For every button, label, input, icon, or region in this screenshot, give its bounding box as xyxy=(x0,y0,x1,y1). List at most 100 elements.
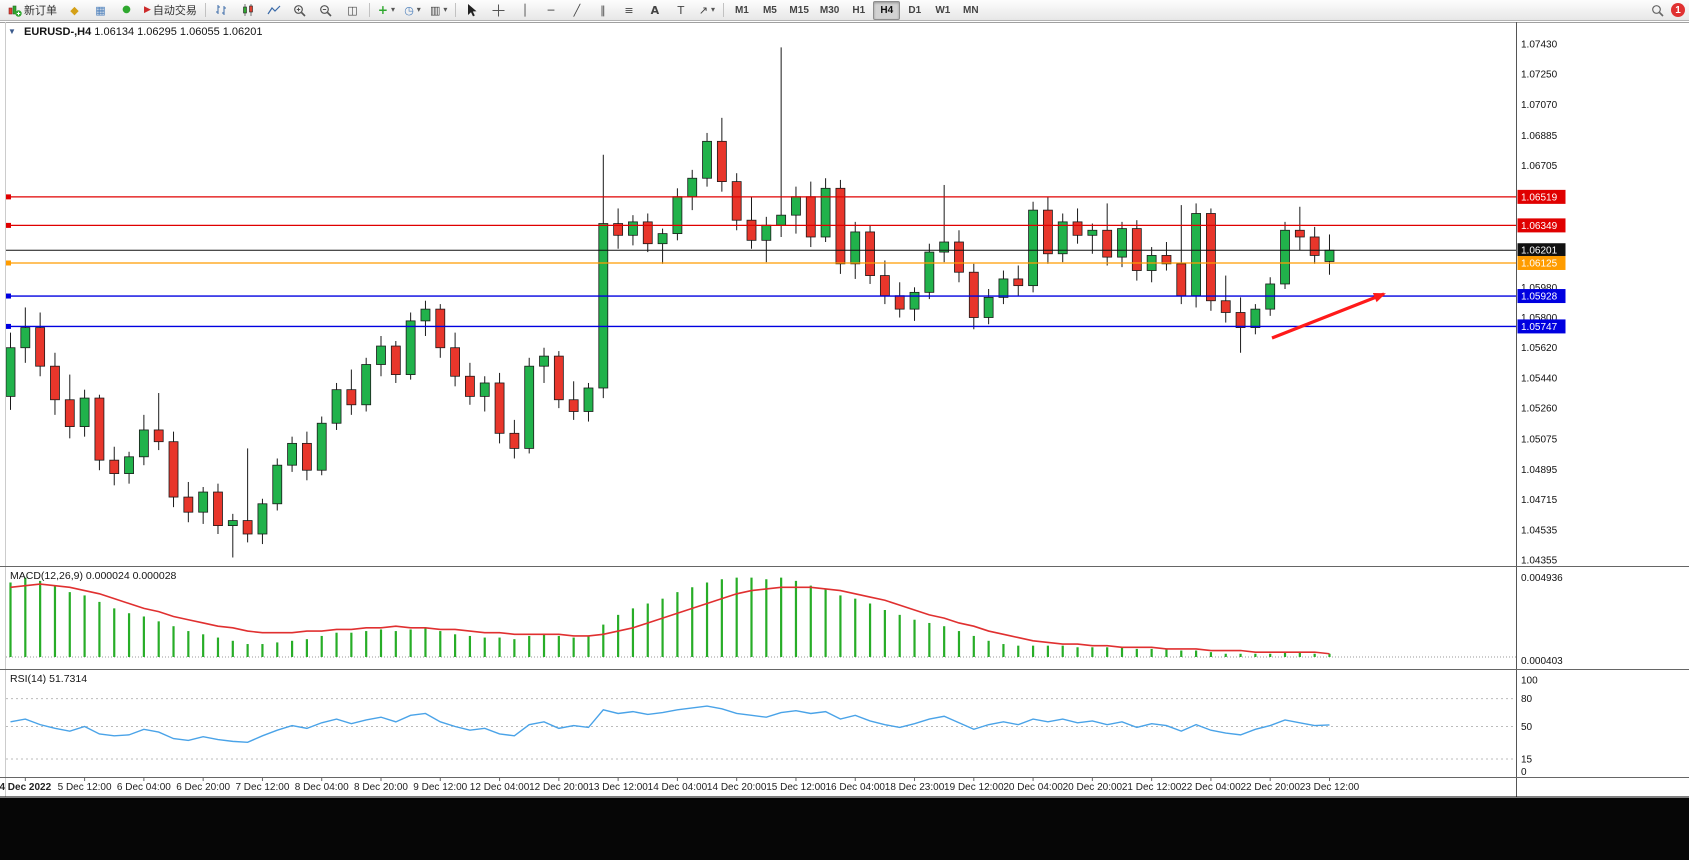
toolbar-separator xyxy=(455,3,457,17)
timeframe-m15[interactable]: M15 xyxy=(789,4,809,16)
time-axis-label: 22 Dec 04:00 xyxy=(1181,782,1241,793)
indicators-button[interactable]: + ▾ xyxy=(374,1,399,20)
candle-body xyxy=(1220,300,1231,313)
timeframe-h4[interactable]: H4 xyxy=(873,0,901,20)
price-line-label-box xyxy=(1517,243,1566,258)
rsi-axis-label: 50 xyxy=(1521,722,1533,733)
new-order-button[interactable]: 新订单 xyxy=(4,1,61,20)
rsi-axis-label: 15 xyxy=(1521,755,1533,766)
candle-body xyxy=(539,355,549,367)
hline-anchor[interactable] xyxy=(6,323,11,329)
timeframe-m5[interactable]: M5 xyxy=(762,4,777,16)
periods-button[interactable]: ◷ ▾ xyxy=(400,1,425,20)
channel-button[interactable]: ∥ xyxy=(590,1,615,20)
candle-body xyxy=(420,308,431,322)
timeframe-w1[interactable]: W1 xyxy=(935,4,951,16)
candle-body xyxy=(287,442,297,466)
tile-windows-button[interactable]: ◫ xyxy=(340,1,365,20)
candle-body xyxy=(776,214,787,226)
chevron-down-icon: ▾ xyxy=(390,5,395,14)
gold-diamond-button[interactable]: ◆ xyxy=(62,1,87,20)
timeframe-d1[interactable]: D1 xyxy=(908,4,922,16)
text-label-button[interactable]: T xyxy=(668,1,693,20)
candle-body xyxy=(465,375,475,397)
arrow-ne-icon: ↗ xyxy=(698,3,709,17)
crosshair-button[interactable] xyxy=(486,1,511,20)
candle-body xyxy=(642,221,653,245)
zoom-out-button[interactable] xyxy=(314,1,339,20)
trend-arrow-annotation[interactable] xyxy=(1271,292,1386,340)
zoom-in-button[interactable] xyxy=(288,1,313,20)
macd-signal-line xyxy=(10,583,1330,655)
timeframe-mn[interactable]: MN xyxy=(963,4,979,16)
line-chart-icon xyxy=(267,5,281,15)
trendline-button[interactable]: ╱ xyxy=(564,1,589,20)
notification-badge[interactable]: 1 xyxy=(1671,3,1685,17)
cursor-button[interactable] xyxy=(460,1,485,20)
horizontal-line-button[interactable]: ─ xyxy=(538,1,563,20)
vertical-line-button[interactable]: │ xyxy=(512,1,537,20)
candle-body xyxy=(879,275,890,297)
time-axis-label: 12 Dec 20:00 xyxy=(529,782,589,793)
candle-body xyxy=(50,365,60,401)
text-button[interactable]: A xyxy=(642,1,667,20)
hline-anchor[interactable] xyxy=(6,194,11,200)
time-axis-label: 23 Dec 12:00 xyxy=(1300,782,1360,793)
hline-anchor[interactable] xyxy=(6,293,11,299)
price-axis-label: 1.04535 xyxy=(1521,525,1558,536)
price-line-label: 1.06349 xyxy=(1521,221,1558,232)
candle-body xyxy=(124,456,134,474)
timeframe-m1[interactable]: M1 xyxy=(734,4,749,16)
candle-body xyxy=(1072,221,1083,236)
time-axis-label: 7 Dec 12:00 xyxy=(235,782,289,793)
vertical-line-icon: │ xyxy=(521,3,529,17)
timeframe-h1[interactable]: H1 xyxy=(852,4,866,16)
line-chart-type-button[interactable] xyxy=(262,1,287,20)
candle-body xyxy=(568,399,579,412)
chart-window-button[interactable]: ▦ xyxy=(88,1,113,20)
candle-body xyxy=(242,520,253,535)
data-center-button[interactable]: ● xyxy=(114,1,139,20)
bottom-strip xyxy=(0,798,1689,860)
bar-chart-type-button[interactable] xyxy=(210,1,235,20)
timeframe-m30[interactable]: M30 xyxy=(819,4,840,16)
candle-body xyxy=(865,231,875,276)
auto-trading-button[interactable]: ▶ 自动交易 xyxy=(140,1,201,20)
candle-body xyxy=(894,295,905,310)
chevron-down-icon: ▾ xyxy=(416,5,421,14)
candle-body xyxy=(850,231,861,265)
price-axis-label: 1.05440 xyxy=(1521,373,1558,384)
clock-icon: ◷ xyxy=(404,3,414,17)
search-button[interactable] xyxy=(1645,1,1670,20)
candle-body xyxy=(687,177,698,198)
time-axis-label: 15 Dec 12:00 xyxy=(766,782,826,793)
candle-body xyxy=(1131,228,1142,271)
toolbar-separator xyxy=(204,3,206,17)
templates-button[interactable]: ▥ ▾ xyxy=(426,1,451,20)
hline-anchor[interactable] xyxy=(6,222,11,228)
candle-body xyxy=(909,291,920,310)
candle-body xyxy=(1028,209,1038,287)
rsi-axis-label: 0 xyxy=(1521,767,1527,778)
candle-body xyxy=(968,271,979,318)
time-axis-label: 6 Dec 20:00 xyxy=(176,782,230,793)
candlestick-type-button[interactable] xyxy=(236,1,261,20)
candle-body xyxy=(79,397,90,427)
arrows-button[interactable]: ↗ ▾ xyxy=(694,1,719,20)
candle-body xyxy=(1057,221,1068,255)
indicators-plus-icon: + xyxy=(377,3,388,17)
price-axis-label: 1.05260 xyxy=(1521,404,1558,415)
fibonacci-button[interactable]: ≡ xyxy=(616,1,641,20)
candle-body xyxy=(1013,278,1024,287)
candle-body xyxy=(805,196,816,238)
time-axis-label: 19 Dec 12:00 xyxy=(944,782,1004,793)
candle-body xyxy=(820,187,831,238)
diamond-icon: ◆ xyxy=(70,3,79,17)
candle-body xyxy=(791,196,801,216)
candle-body xyxy=(1161,255,1172,265)
hline-anchor[interactable] xyxy=(6,260,11,266)
candle-body xyxy=(479,382,490,397)
candle-body xyxy=(390,345,401,375)
